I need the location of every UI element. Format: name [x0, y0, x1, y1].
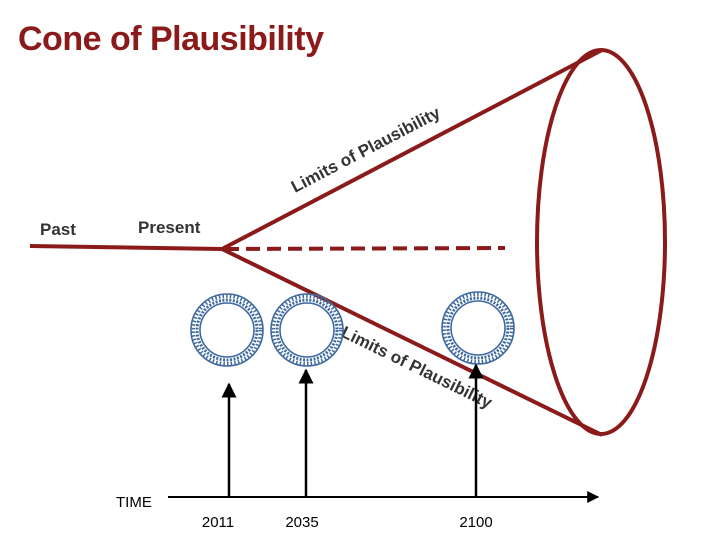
limit-lower-backing [334, 318, 520, 425]
cone-upper-edge [221, 48, 603, 251]
slide-title: Cone of Plausibility [18, 20, 324, 58]
present-label: Present [138, 218, 201, 237]
scenario-ring-icon [270, 293, 344, 367]
year-label: 2035 [285, 514, 318, 531]
limit-lower-label: Limits of Plausibility [338, 323, 495, 413]
time-axis-label: TIME [116, 494, 152, 511]
cone-mouth [535, 48, 667, 436]
scenario-ring-icon [441, 291, 515, 365]
year-label: 2011 [202, 514, 234, 531]
past-line [29, 244, 223, 251]
scenario-ring-icon [190, 293, 264, 367]
central-dashed-line [224, 246, 506, 251]
limit-upper-label: Limits of Plausibility [288, 103, 444, 197]
past-label: Past [40, 220, 76, 239]
year-label: 2100 [459, 514, 492, 531]
cone-lower-edge [221, 247, 603, 437]
